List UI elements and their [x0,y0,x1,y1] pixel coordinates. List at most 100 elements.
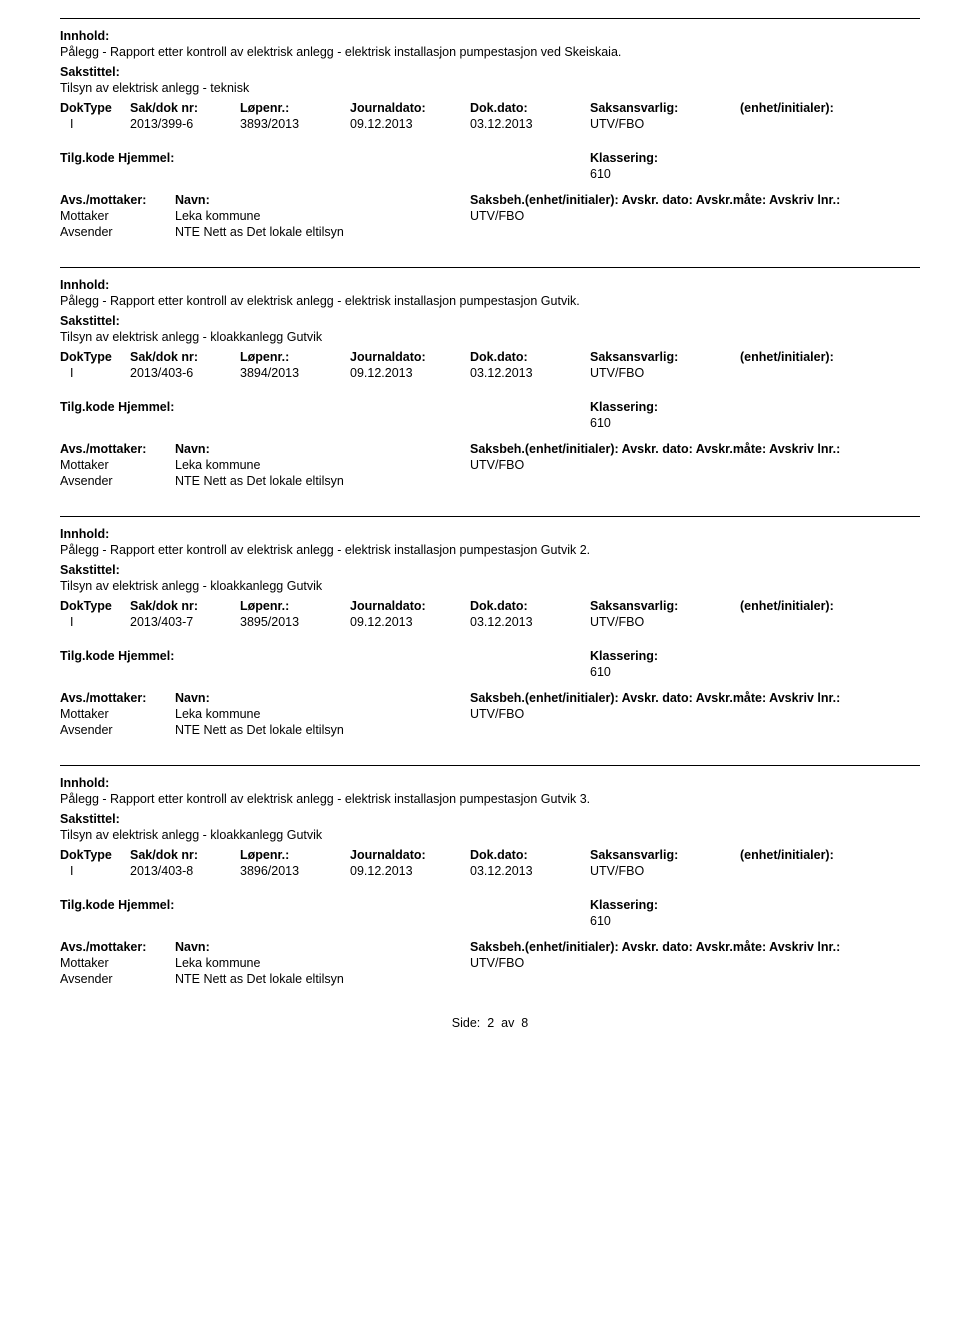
tilgkode-label: Tilg.kode [60,898,115,912]
sakdok-value: 2013/403-8 [130,864,240,878]
sakstittel-label: Sakstittel: [60,65,920,79]
journal-record: Innhold: Pålegg - Rapport etter kontroll… [60,18,920,239]
tilgkode-row: Tilg.kode Hjemmel: Klassering: [60,151,920,165]
journal-record: Innhold: Pålegg - Rapport etter kontroll… [60,516,920,737]
klassering-value: 610 [590,665,920,679]
journaldato-value: 09.12.2013 [350,615,470,629]
tilgkode-row: Tilg.kode Hjemmel: Klassering: [60,898,920,912]
dokdato-header: Dok.dato: [470,848,590,862]
journal-record: Innhold: Pålegg - Rapport etter kontroll… [60,267,920,488]
lopenr-value: 3895/2013 [240,615,350,629]
footer-side-label: Side: [452,1016,481,1030]
journaldato-value: 09.12.2013 [350,366,470,380]
tilgkode-row: Tilg.kode Hjemmel: Klassering: [60,649,920,663]
dokdato-header: Dok.dato: [470,101,590,115]
sakstittel-value: Tilsyn av elektrisk anlegg - kloakkanleg… [60,330,920,344]
mottaker-saksbeh: UTV/FBO [470,458,920,472]
klassering-label: Klassering: [590,151,658,165]
sakstittel-label: Sakstittel: [60,812,920,826]
doktype-header: DokType [60,599,130,613]
klassering-value: 610 [590,416,920,430]
hjemmel-label: Hjemmel: [118,400,174,414]
innhold-label: Innhold: [60,29,920,43]
doktype-header: DokType [60,848,130,862]
party-header-row: Avs./mottaker: Navn: Saksbeh.(enhet/init… [60,940,920,954]
mottaker-label: Mottaker [60,956,175,970]
sakdok-value: 2013/403-6 [130,366,240,380]
innhold-label: Innhold: [60,527,920,541]
doktype-header: DokType [60,350,130,364]
journaldato-header: Journaldato: [350,101,470,115]
record-top-rule [60,18,920,19]
innhold-value: Pålegg - Rapport etter kontroll av elekt… [60,294,920,308]
sakdok-header: Sak/dok nr: [130,848,240,862]
doktype-value: I [60,366,130,380]
doktype-header: DokType [60,101,130,115]
doktype-value: I [60,864,130,878]
navn-header: Navn: [175,193,470,207]
avsender-label: Avsender [60,972,175,986]
record-top-rule [60,765,920,766]
navn-header: Navn: [175,940,470,954]
saksbeh-header: Saksbeh.(enhet/initialer): Avskr. dato: … [470,442,920,456]
navn-header: Navn: [175,442,470,456]
lopenr-value: 3894/2013 [240,366,350,380]
lopenr-value: 3893/2013 [240,117,350,131]
saksansvarlig-header: Saksansvarlig: [590,101,740,115]
navn-header: Navn: [175,691,470,705]
journaldato-value: 09.12.2013 [350,864,470,878]
avsender-navn: NTE Nett as Det lokale eltilsyn [175,474,470,488]
sakstittel-value: Tilsyn av elektrisk anlegg - teknisk [60,81,920,95]
klassering-value: 610 [590,167,920,181]
saksbeh-header: Saksbeh.(enhet/initialer): Avskr. dato: … [470,940,920,954]
dokdato-header: Dok.dato: [470,599,590,613]
mottaker-row: Mottaker Leka kommune UTV/FBO [60,707,920,721]
mottaker-saksbeh: UTV/FBO [470,209,920,223]
innhold-value: Pålegg - Rapport etter kontroll av elekt… [60,543,920,557]
innhold-value: Pålegg - Rapport etter kontroll av elekt… [60,792,920,806]
record-top-rule [60,267,920,268]
avsender-row: Avsender NTE Nett as Det lokale eltilsyn [60,225,920,239]
journaldato-header: Journaldato: [350,350,470,364]
sakdok-header: Sak/dok nr: [130,101,240,115]
saksansvarlig-value: UTV/FBO [590,117,740,131]
doktype-value: I [60,615,130,629]
mottaker-navn: Leka kommune [175,707,470,721]
record-top-rule [60,516,920,517]
footer-page-total: 8 [521,1016,528,1030]
record-columns: DokType I Sak/dok nr: 2013/403-8 Løpenr.… [60,848,920,880]
dokdato-value: 03.12.2013 [470,615,590,629]
avsender-row: Avsender NTE Nett as Det lokale eltilsyn [60,723,920,737]
enhet-header: (enhet/initialer): [740,350,920,364]
mottaker-saksbeh: UTV/FBO [470,956,920,970]
saksansvarlig-value: UTV/FBO [590,864,740,878]
innhold-label: Innhold: [60,278,920,292]
lopenr-header: Løpenr.: [240,848,350,862]
saksansvarlig-header: Saksansvarlig: [590,350,740,364]
party-header-row: Avs./mottaker: Navn: Saksbeh.(enhet/init… [60,691,920,705]
lopenr-header: Løpenr.: [240,599,350,613]
saksbeh-header: Saksbeh.(enhet/initialer): Avskr. dato: … [470,691,920,705]
journaldato-header: Journaldato: [350,848,470,862]
avsender-row: Avsender NTE Nett as Det lokale eltilsyn [60,972,920,986]
journaldato-header: Journaldato: [350,599,470,613]
avsmottaker-header: Avs./mottaker: [60,940,175,954]
sakstittel-label: Sakstittel: [60,563,920,577]
avsender-label: Avsender [60,474,175,488]
mottaker-navn: Leka kommune [175,956,470,970]
mottaker-label: Mottaker [60,707,175,721]
avsender-navn: NTE Nett as Det lokale eltilsyn [175,225,470,239]
avsmottaker-header: Avs./mottaker: [60,442,175,456]
dokdato-value: 03.12.2013 [470,864,590,878]
innhold-label: Innhold: [60,776,920,790]
klassering-value: 610 [590,914,920,928]
footer-page-sep: av [501,1016,514,1030]
mottaker-row: Mottaker Leka kommune UTV/FBO [60,458,920,472]
record-columns: DokType I Sak/dok nr: 2013/403-7 Løpenr.… [60,599,920,631]
page-footer: Side: 2 av 8 [60,1016,920,1030]
hjemmel-label: Hjemmel: [118,649,174,663]
mottaker-navn: Leka kommune [175,458,470,472]
mottaker-navn: Leka kommune [175,209,470,223]
mottaker-saksbeh: UTV/FBO [470,707,920,721]
mottaker-row: Mottaker Leka kommune UTV/FBO [60,209,920,223]
